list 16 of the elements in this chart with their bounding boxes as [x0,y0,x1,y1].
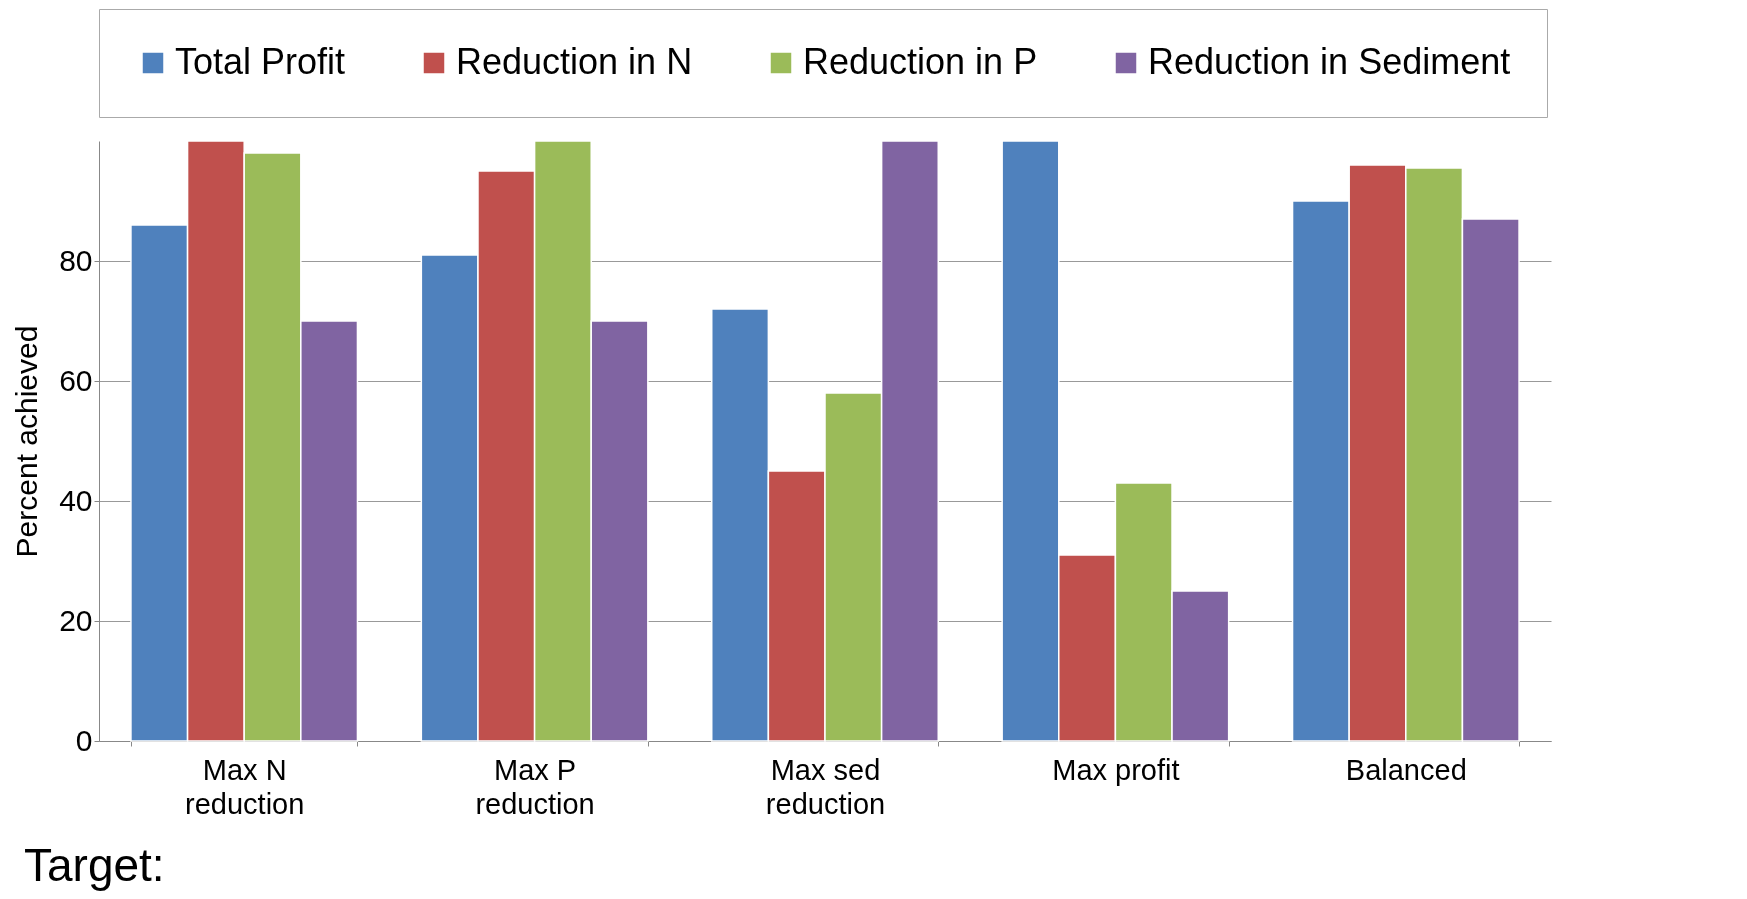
x-tick-label: Max N reduction [185,753,305,820]
x-tick-label: Max sed reduction [765,753,886,820]
x-tick-label: Max P reduction [475,753,595,820]
legend-label: Reduction in Sediment [1148,41,1511,82]
y-tick-label: 80 [59,243,93,277]
legend-label: Reduction in N [456,41,693,82]
y-tick-label: 40 [59,483,93,517]
y-tick-label: 60 [59,363,93,397]
y-axis-title: Percent achieved [10,325,44,558]
x-tick-label: Max profit [1052,753,1180,786]
legend-label: Total Profit [175,41,346,82]
y-tick-label: 0 [75,723,93,757]
x-tick-label: Balanced [1345,753,1467,786]
y-tick-label: 20 [59,603,93,637]
text: Target: [24,838,165,892]
legend-label: Reduction in P [803,41,1038,82]
